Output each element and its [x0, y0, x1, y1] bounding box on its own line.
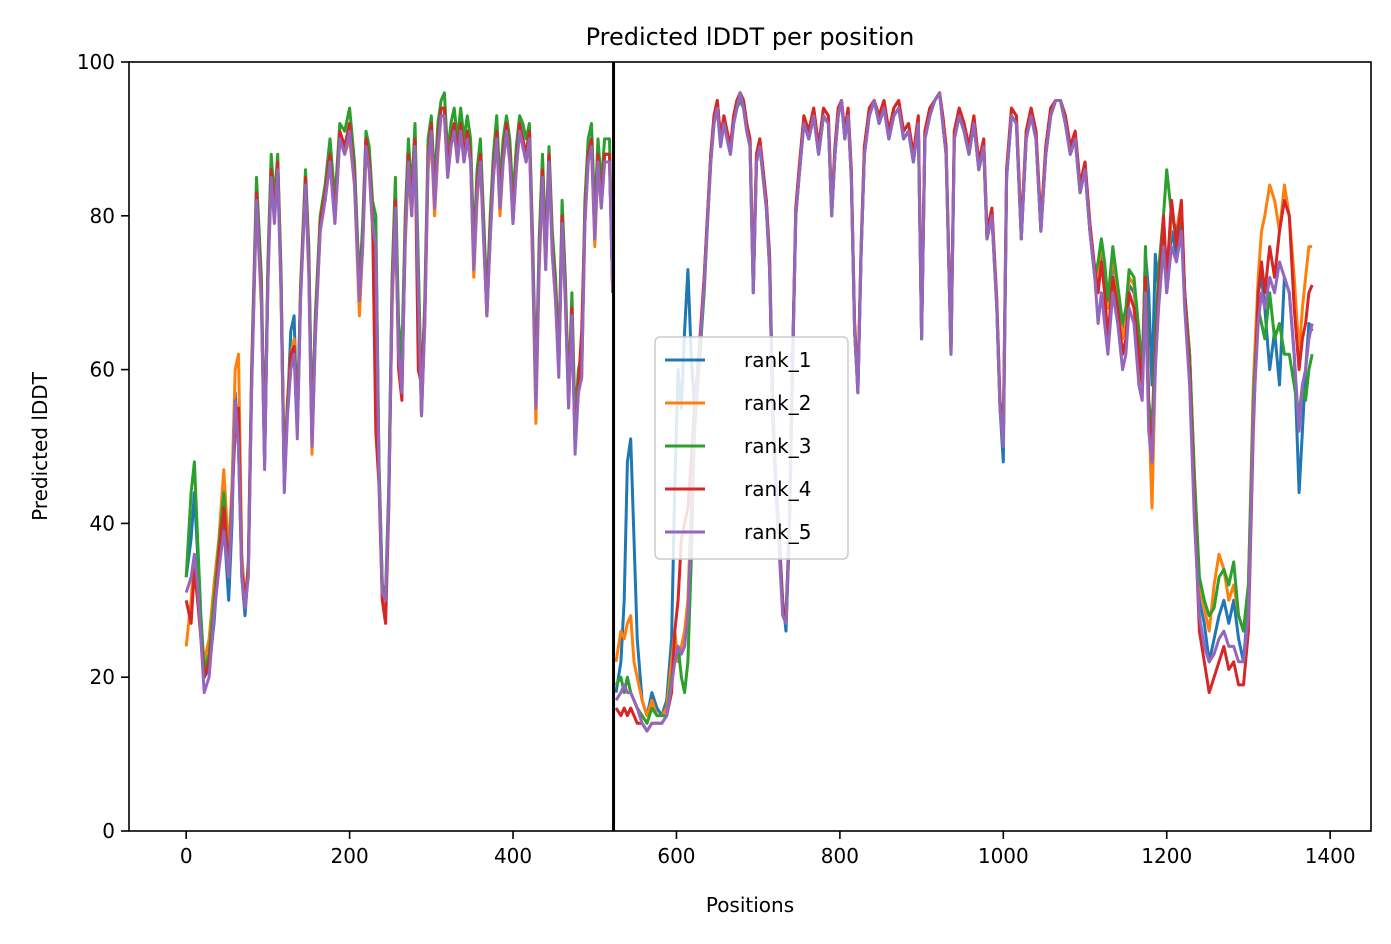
y-tick-label: 0 [102, 819, 115, 843]
x-tick-label: 0 [180, 844, 193, 868]
x-tick-label: 1200 [1141, 844, 1192, 868]
x-axis-ticks: 0 200 400 600 800 1000 1200 1400 [180, 831, 1356, 868]
y-axis-ticks: 0 20 40 60 80 100 [77, 50, 129, 843]
legend: rank_1 rank_2 rank_3 rank_4 rank_5 [654, 336, 849, 560]
x-tick-label: 600 [657, 844, 695, 868]
x-tick-label: 200 [331, 844, 369, 868]
y-tick-label: 60 [90, 358, 115, 382]
y-tick-label: 20 [90, 665, 115, 689]
series-lines [184, 91, 1314, 733]
series-line-rank_5-part2 [614, 91, 1314, 733]
legend-label-rank_4: rank_4 [744, 477, 811, 501]
legend-box [654, 336, 849, 560]
series-line-rank_5-part1 [184, 114, 615, 695]
legend-label-rank_1: rank_1 [744, 348, 811, 372]
x-tick-label: 400 [494, 844, 532, 868]
y-tick-label: 100 [77, 50, 115, 74]
x-tick-label: 800 [821, 844, 859, 868]
chart-title: Predicted lDDT per position [586, 23, 915, 51]
x-axis-label: Positions [706, 893, 794, 917]
legend-label-rank_3: rank_3 [744, 434, 811, 458]
axes-frame [128, 61, 1372, 832]
legend-label-rank_5: rank_5 [744, 520, 811, 544]
x-tick-label: 1000 [978, 844, 1029, 868]
legend-label-rank_2: rank_2 [744, 391, 811, 415]
y-tick-label: 40 [90, 511, 115, 535]
x-tick-label: 1400 [1305, 844, 1356, 868]
y-axis-label: Predicted lDDT [28, 371, 52, 521]
y-tick-label: 80 [90, 204, 115, 228]
